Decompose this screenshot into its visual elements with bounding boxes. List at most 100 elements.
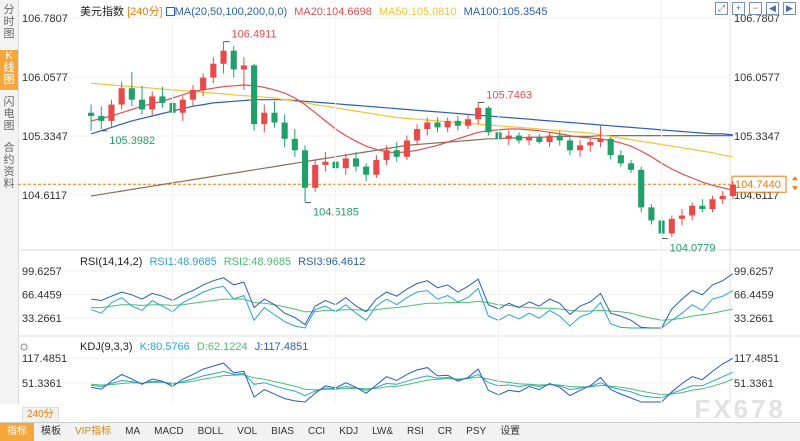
candle-body: [638, 169, 645, 208]
rsi-legend: RSI(14,14,2) RSI1:48.9685 RSI2:48.9685 R…: [80, 256, 365, 270]
candle-body: [271, 112, 278, 123]
indicator-tab-2[interactable]: VIP指标: [75, 426, 112, 437]
kdj-tick-label-left: 117.4851: [22, 353, 67, 365]
rsi-tick-label-left: 33.2661: [22, 313, 62, 325]
indicator-tab-9[interactable]: KDJ: [339, 426, 359, 437]
candle-body: [597, 138, 604, 143]
indicator-tab-6[interactable]: VOL: [237, 426, 258, 437]
candle-body: [556, 135, 563, 141]
candle-body: [301, 150, 309, 188]
tab-timeshare[interactable]: 分时图: [0, 4, 18, 44]
kdj-d-value: D:62.1224: [196, 341, 248, 353]
candle-body: [363, 166, 370, 175]
annotation-label: 104.0779: [670, 243, 716, 255]
candle-body: [536, 137, 543, 143]
rsi-tick-label: 33.2661: [734, 313, 774, 325]
candle-body: [383, 150, 390, 161]
indicator-tab-13[interactable]: PSY: [466, 426, 487, 437]
zoom-out-icon[interactable]: −: [749, 2, 762, 15]
kdj-params: KDJ(9,3,3): [80, 341, 133, 353]
candle-body: [607, 138, 614, 156]
kdj-k-value: K:80.5766: [139, 341, 190, 353]
kline-chart-svg[interactable]: 106.7807 106.7807 106.0577 106.0577 105.3347…: [18, 0, 800, 418]
tab-char: 合: [3, 142, 15, 154]
candle-body: [566, 140, 573, 151]
price-tick-label: 106.7807: [734, 13, 780, 25]
candle-body: [414, 129, 421, 141]
rsi3-line: [91, 273, 734, 329]
indicator-tab-11[interactable]: RSI: [407, 426, 424, 437]
tab-char: 图: [3, 28, 15, 40]
tab-char: 图: [3, 120, 15, 132]
candle-body: [189, 89, 197, 100]
candle-body: [729, 184, 736, 196]
kdj-d-line: [91, 374, 734, 396]
candle-body: [454, 120, 461, 126]
candle-body: [251, 65, 258, 125]
rsi3-value: RSI3:96.4612: [298, 256, 366, 268]
price-tick-label: 106.0577: [734, 72, 780, 84]
price-tick-label-left: 106.7807: [22, 13, 68, 25]
candle-body: [312, 164, 319, 188]
period-selector[interactable]: 240分: [22, 407, 59, 423]
kdj-j-value: J:117.4851: [254, 341, 309, 353]
indicator-tab-3[interactable]: MA: [125, 426, 141, 437]
rsi1-line: [90, 285, 734, 329]
rsi1-value: RSI1:48.9685: [149, 256, 217, 268]
indicator-tab-7[interactable]: BIAS: [271, 426, 294, 437]
price-tick-label-left: 106.0577: [22, 72, 68, 84]
candle-body: [393, 150, 400, 157]
rsi-tick-label-left: 99.6257: [22, 266, 62, 278]
candle-body: [434, 122, 441, 128]
indicator-tab-4[interactable]: MACD: [154, 426, 184, 437]
ma100-line: [90, 99, 733, 136]
tab-char: 闪: [3, 96, 15, 108]
candle-body: [526, 137, 533, 141]
current-price-tag: [731, 175, 787, 193]
candle-body: [505, 135, 512, 139]
ma20-value: MA20:104.6698: [294, 6, 372, 18]
indicator-tab-8[interactable]: CCI: [307, 426, 326, 437]
kdj-j-line: [91, 357, 734, 403]
symbol-name: 美元指数: [80, 6, 124, 18]
indicator-tab-1[interactable]: 模板: [41, 426, 61, 437]
candle-body: [648, 207, 655, 221]
tab-flash[interactable]: 闪电图: [0, 96, 18, 136]
candle-body: [149, 96, 156, 110]
candle-body: [179, 99, 186, 113]
candle-body: [546, 135, 553, 143]
ma100-value: MA100:105.3545: [463, 6, 548, 18]
tab-char: K: [5, 50, 13, 62]
indicator-tab-12[interactable]: CR: [437, 426, 453, 437]
ma200-line: [91, 135, 733, 197]
candle-body: [587, 142, 594, 146]
indicator-tab-14[interactable]: 设置: [500, 426, 521, 437]
candle-body: [709, 199, 716, 210]
ma50-value: MA50:105.0810: [378, 6, 457, 18]
zoom-in-icon[interactable]: +: [732, 2, 745, 15]
candle-body: [668, 218, 675, 234]
candle-body: [138, 99, 146, 110]
scroll-right-icon[interactable]: ▶: [783, 2, 796, 15]
indicator-tab-5[interactable]: BOLL: [197, 426, 224, 437]
price-tick-label: 105.3347: [734, 131, 780, 143]
candle-body: [352, 158, 360, 167]
indicator-tab-10[interactable]: LW&: [372, 426, 394, 437]
main-legend: 美元指数 [240分] MA(20,50,100,200,0,0) MA20:1…: [80, 3, 548, 18]
candle-body: [118, 88, 125, 105]
rsi-tick-label-left: 66.4459: [22, 290, 62, 302]
annotation-label: 105.3982: [109, 135, 155, 147]
indicator-tab-0[interactable]: 指标: [0, 423, 34, 441]
tab-char: 料: [3, 178, 15, 190]
candle-body: [689, 205, 696, 216]
tab-contract-info[interactable]: 合约资料: [0, 142, 18, 196]
chart-area[interactable]: 106.7807 106.7807 106.0577 106.0577 105.3347…: [18, 0, 800, 418]
watermark: FX678: [694, 394, 786, 424]
fullscreen-icon[interactable]: ⤢: [715, 2, 728, 15]
scroll-left-icon[interactable]: ◀: [766, 2, 779, 15]
candle-body: [200, 77, 207, 90]
tab-char: 时: [3, 16, 15, 28]
rsi-tick-label: 99.6257: [734, 266, 774, 278]
kdj-tick-label: 117.4851: [734, 353, 779, 365]
